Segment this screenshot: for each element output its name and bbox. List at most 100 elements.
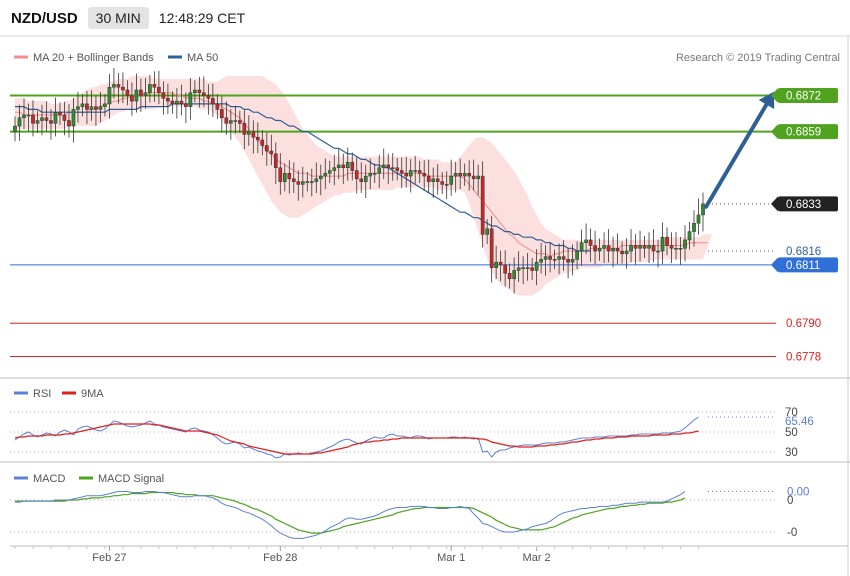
candle-body bbox=[606, 245, 611, 252]
candle-body bbox=[467, 173, 471, 177]
rsi-line bbox=[14, 416, 699, 459]
candle-body bbox=[593, 245, 597, 252]
candle-body bbox=[390, 167, 395, 169]
candle-body bbox=[58, 111, 62, 116]
candle-body bbox=[660, 236, 665, 252]
candle-body bbox=[291, 178, 296, 182]
candle-body bbox=[161, 92, 166, 99]
candle-body bbox=[480, 175, 485, 235]
candle-body bbox=[624, 250, 629, 255]
candle-body bbox=[13, 125, 17, 132]
price-tag-pointer bbox=[771, 88, 778, 104]
candle-body bbox=[359, 178, 364, 182]
bollinger-band-area bbox=[15, 76, 712, 296]
candle-body bbox=[255, 136, 260, 141]
candle-body bbox=[157, 86, 161, 94]
candle-body bbox=[543, 256, 548, 260]
candle-body bbox=[426, 175, 431, 182]
candle-body bbox=[71, 109, 76, 127]
candle-body bbox=[242, 123, 247, 135]
candle-body bbox=[323, 173, 328, 177]
candle-body bbox=[692, 223, 696, 232]
candle-body bbox=[651, 245, 656, 252]
price-tag-label: 0.6872 bbox=[786, 91, 821, 103]
timeframe-badge[interactable]: 30 MIN bbox=[87, 7, 149, 29]
candle-body bbox=[197, 89, 202, 94]
candle-body bbox=[264, 145, 269, 152]
candle-body bbox=[269, 150, 274, 155]
candle-body bbox=[193, 89, 197, 94]
candle-body bbox=[112, 84, 116, 88]
candle-body bbox=[579, 242, 584, 252]
price-tags: 0.6872 0.6859 0.6833 0.6816 0.6811 0.6790 0.67… bbox=[771, 88, 838, 365]
candle-body bbox=[665, 236, 669, 246]
candle-body bbox=[354, 170, 359, 180]
candle-body bbox=[678, 248, 683, 250]
candle-body bbox=[152, 84, 157, 88]
price-tag-pointer bbox=[771, 196, 778, 212]
candle-body bbox=[278, 167, 283, 182]
bollinger-band bbox=[15, 76, 712, 296]
price-levels bbox=[10, 94, 776, 358]
candle-body bbox=[642, 245, 647, 249]
candle-body bbox=[62, 114, 67, 121]
candle-body bbox=[647, 245, 651, 249]
candle-body bbox=[701, 203, 705, 216]
target-arrow-shaft bbox=[704, 96, 772, 209]
candle-body bbox=[516, 267, 521, 271]
candle-body bbox=[350, 161, 355, 171]
candle-body bbox=[566, 259, 570, 263]
macd-signal-line bbox=[15, 491, 686, 534]
candle-body bbox=[435, 178, 440, 182]
time-tick-label: Mar 1 bbox=[437, 552, 465, 564]
macd-tick-label: -0 bbox=[787, 527, 797, 539]
chart-clock: 12:48:29 CET bbox=[158, 10, 246, 26]
candle-body bbox=[31, 114, 35, 124]
price-tag-support bbox=[778, 349, 838, 365]
chart-header: NZD/USD 30 MIN 12:48:29 CET bbox=[0, 0, 850, 36]
price-tag-resistance bbox=[778, 124, 838, 140]
symbol-title: NZD/USD bbox=[11, 9, 78, 27]
candle-body bbox=[224, 117, 229, 124]
price-tag-label: 0.6833 bbox=[786, 199, 821, 211]
macd-legend-label: MACD bbox=[33, 473, 65, 485]
candle-body bbox=[395, 167, 400, 171]
candle-body bbox=[656, 250, 660, 253]
candle-body bbox=[327, 170, 332, 174]
ma50-line bbox=[15, 103, 591, 252]
candle-body bbox=[485, 228, 489, 235]
candle-body bbox=[134, 89, 139, 102]
candle-body bbox=[80, 103, 85, 107]
candle-body bbox=[507, 273, 512, 280]
candle-body bbox=[512, 270, 516, 280]
candle-body bbox=[602, 245, 606, 249]
candle-body bbox=[530, 267, 534, 271]
candle-body bbox=[597, 248, 602, 252]
candle-body bbox=[287, 173, 292, 180]
candle-body bbox=[26, 114, 31, 117]
candle-body bbox=[44, 117, 49, 121]
candle-body bbox=[363, 175, 368, 182]
candle-body bbox=[300, 181, 305, 185]
candle-body bbox=[215, 103, 220, 110]
copyright-text: Research © 2019 Trading Central bbox=[676, 52, 840, 64]
macd-line bbox=[15, 491, 686, 539]
candle-body bbox=[238, 120, 242, 124]
candle-body bbox=[615, 248, 620, 252]
rsi-tick-label: 30 bbox=[785, 447, 798, 459]
price-tag-pointer bbox=[771, 257, 778, 273]
price-tag-label: 0.6811 bbox=[786, 260, 820, 272]
candle-body bbox=[336, 164, 341, 168]
candle-body bbox=[229, 120, 233, 124]
candle-body bbox=[462, 173, 467, 177]
candle-body bbox=[471, 175, 476, 180]
candle-body bbox=[629, 245, 633, 252]
candle-body bbox=[413, 170, 418, 172]
candle-body bbox=[184, 103, 188, 107]
candle-body bbox=[116, 84, 121, 88]
candle-body bbox=[687, 231, 692, 241]
price-tag-label: 0.6790 bbox=[786, 318, 821, 330]
price-tag-label: 0.6816 bbox=[786, 246, 821, 258]
candle-body bbox=[440, 181, 445, 185]
time-axis: Feb 27 Feb 28 Mar 1 Mar 2 bbox=[14, 546, 700, 564]
